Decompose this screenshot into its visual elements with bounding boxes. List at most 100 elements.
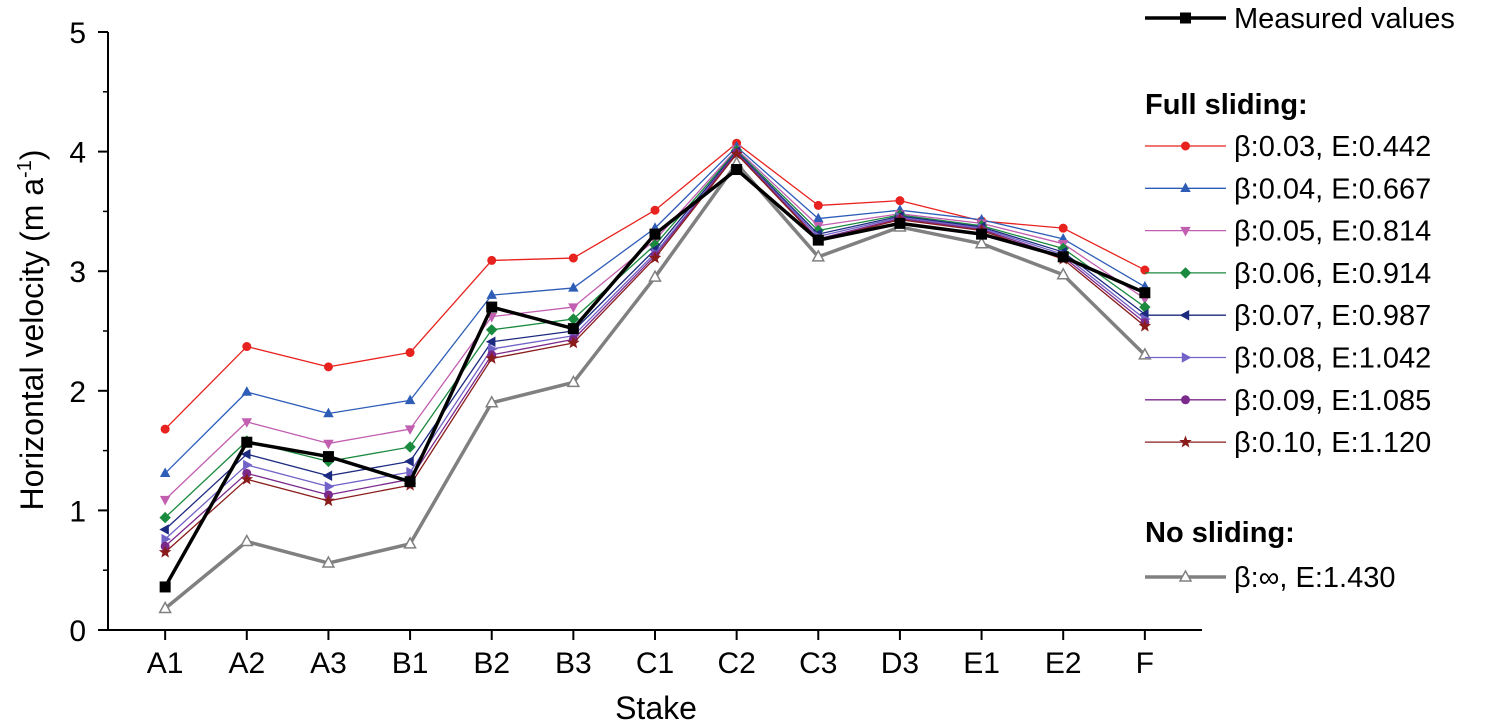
data-point bbox=[159, 495, 171, 506]
y-axis-title-main: Horizontal velocity (m a bbox=[14, 178, 50, 511]
data-point bbox=[485, 351, 499, 364]
data-point bbox=[405, 348, 415, 358]
data-point bbox=[486, 324, 498, 336]
data-point bbox=[1140, 265, 1150, 275]
x-tick-label: E2 bbox=[1045, 647, 1082, 680]
chart-axes: 0 1 2 3 4 5 A1 A2 A3 B1 B2 B3 C1 C2 C3 D3 E1 E2 F bbox=[69, 17, 1202, 680]
data-point bbox=[159, 581, 171, 593]
data-point bbox=[567, 323, 579, 335]
data-point bbox=[650, 205, 660, 215]
x-tick-label: D3 bbox=[881, 647, 919, 680]
legend-label: β:0.03, E:0.442 bbox=[1234, 131, 1431, 163]
x-tick-label: B1 bbox=[392, 647, 429, 680]
legend-swatch-marker bbox=[1179, 435, 1192, 448]
data-point bbox=[567, 336, 580, 349]
data-point bbox=[813, 212, 824, 223]
series-1 bbox=[160, 138, 1150, 434]
data-point bbox=[403, 536, 417, 549]
legend-entry-8: β:0.10, E:1.120 bbox=[1145, 427, 1431, 459]
legend-swatch-marker bbox=[1180, 226, 1191, 237]
data-point bbox=[811, 249, 826, 262]
data-point bbox=[406, 466, 416, 478]
data-point bbox=[1138, 347, 1152, 360]
x-tick-label: C3 bbox=[799, 647, 837, 680]
legend-swatch-marker bbox=[1180, 182, 1191, 192]
data-point bbox=[976, 228, 988, 240]
legend-entry-6: β:0.08, E:1.042 bbox=[1145, 343, 1431, 375]
y-tick-label: 1 bbox=[69, 495, 86, 528]
legend-label: β:∞, E:1.430 bbox=[1234, 562, 1396, 594]
legend-entry-7: β:0.09, E:1.085 bbox=[1145, 385, 1431, 417]
data-point bbox=[240, 533, 254, 547]
series-4 bbox=[159, 144, 1151, 524]
data-point bbox=[404, 476, 416, 488]
data-point bbox=[894, 217, 906, 229]
legend-label: β:0.06, E:0.914 bbox=[1234, 258, 1431, 290]
data-point bbox=[404, 456, 414, 467]
data-point bbox=[731, 164, 743, 176]
data-point bbox=[1056, 267, 1070, 280]
data-point bbox=[1057, 251, 1069, 263]
y-axis-title: Horizontal velocity (m a-1) bbox=[14, 150, 50, 511]
data-point bbox=[159, 524, 169, 535]
x-tick-label: E1 bbox=[963, 647, 1000, 680]
legend-label: β:0.07, E:0.987 bbox=[1234, 300, 1431, 332]
legend: Measured values Full sliding: β:0.03, E:0.… bbox=[1145, 3, 1455, 594]
data-point bbox=[243, 459, 253, 471]
series-line bbox=[164, 142, 1146, 430]
data-point bbox=[241, 386, 253, 396]
legend-swatch-marker bbox=[1180, 12, 1191, 24]
legend-label: Measured values bbox=[1234, 3, 1455, 35]
data-point bbox=[568, 303, 579, 313]
x-tick-label: A2 bbox=[228, 647, 265, 680]
x-tick-label: B3 bbox=[555, 647, 592, 680]
series-3 bbox=[159, 145, 1151, 506]
data-point bbox=[321, 555, 336, 568]
legend-swatch-marker bbox=[1179, 309, 1190, 321]
series-5 bbox=[159, 146, 1149, 535]
data-point bbox=[241, 436, 253, 448]
data-point bbox=[1058, 223, 1068, 233]
legend-label: β:0.04, E:0.667 bbox=[1234, 173, 1431, 205]
data-point bbox=[566, 374, 581, 388]
x-tick-label: B2 bbox=[473, 647, 510, 680]
data-point bbox=[487, 255, 497, 265]
data-point bbox=[323, 362, 333, 372]
series-line bbox=[164, 149, 1146, 519]
data-point bbox=[323, 439, 334, 450]
data-point bbox=[159, 467, 171, 478]
data-point bbox=[1138, 319, 1152, 332]
y-tick-label: 2 bbox=[69, 376, 86, 409]
data-point bbox=[648, 269, 662, 282]
series-2 bbox=[159, 140, 1151, 478]
data-point bbox=[240, 472, 254, 485]
data-point bbox=[812, 234, 824, 246]
data-point bbox=[484, 395, 499, 408]
legend-label: β:0.10, E:1.120 bbox=[1234, 427, 1431, 459]
y-tick-label: 0 bbox=[69, 615, 86, 648]
data-point bbox=[568, 282, 579, 292]
data-point bbox=[486, 289, 497, 299]
data-point bbox=[158, 600, 172, 614]
data-point bbox=[240, 448, 251, 460]
plot-area bbox=[158, 138, 1152, 614]
series-0 bbox=[159, 164, 1151, 593]
legend-entry-3: β:0.05, E:0.814 bbox=[1145, 216, 1431, 248]
y-tick-label: 3 bbox=[69, 256, 86, 289]
legend-swatch-marker bbox=[1181, 352, 1192, 363]
data-point bbox=[813, 200, 823, 210]
legend-label: β:0.05, E:0.814 bbox=[1234, 216, 1431, 248]
data-point bbox=[404, 394, 416, 405]
data-point bbox=[242, 342, 252, 352]
legend-swatch-marker bbox=[1181, 395, 1190, 405]
data-point bbox=[322, 451, 334, 463]
data-point bbox=[649, 228, 661, 240]
data-point bbox=[322, 470, 333, 481]
data-point bbox=[568, 253, 578, 263]
legend-heading-full-sliding: Full sliding: bbox=[1145, 89, 1308, 121]
x-tick-label: A1 bbox=[147, 647, 184, 680]
data-point bbox=[895, 196, 905, 206]
y-tick-label: 5 bbox=[69, 17, 86, 50]
data-point bbox=[161, 533, 171, 545]
